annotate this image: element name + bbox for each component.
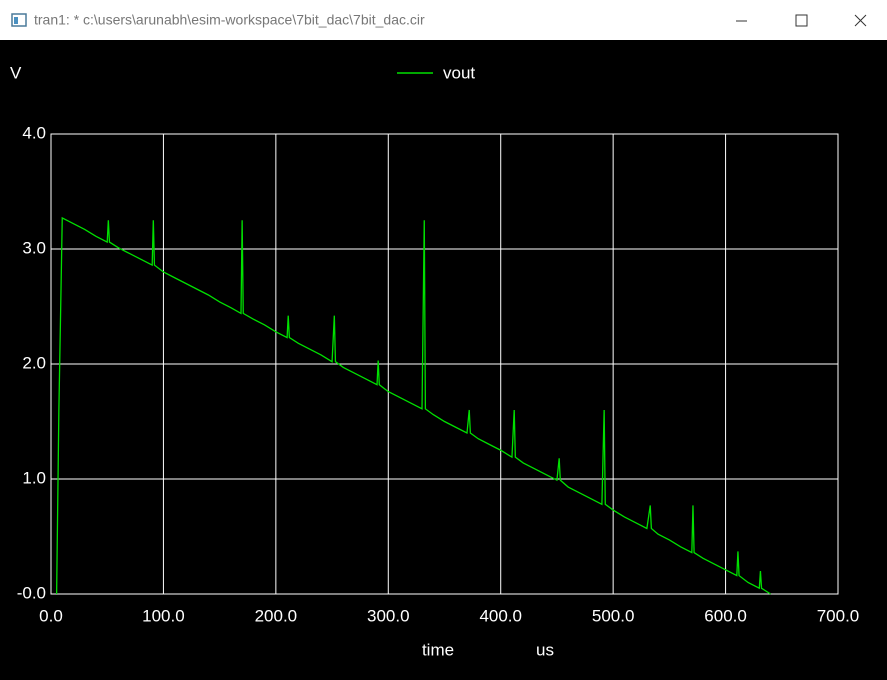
title-bar-bg: [0, 0, 887, 40]
x-tick-label: 700.0: [817, 606, 860, 625]
window-title: tran1: * c:\users\arunabh\esim-workspace…: [34, 12, 425, 28]
legend-label: vout: [443, 63, 475, 82]
x-axis-unit: us: [536, 640, 554, 659]
y-tick-label: 3.0: [22, 238, 46, 257]
y-tick-label: 2.0: [22, 353, 46, 372]
x-tick-label: 500.0: [592, 606, 635, 625]
series-line: [55, 216, 771, 595]
x-axis-label: time: [422, 640, 454, 659]
y-tick-label: 4.0: [22, 123, 46, 142]
x-tick-label: 300.0: [367, 606, 410, 625]
x-tick-label: 600.0: [704, 606, 747, 625]
x-tick-label: 200.0: [255, 606, 298, 625]
app-icon-part: [14, 17, 18, 24]
x-tick-label: 400.0: [479, 606, 522, 625]
title-bar: tran1: * c:\users\arunabh\esim-workspace…: [0, 0, 887, 40]
maximize-button[interactable]: [795, 14, 808, 27]
y-tick-label: 1.0: [22, 468, 46, 487]
y-axis-label: V: [10, 63, 22, 82]
close-button[interactable]: [854, 14, 867, 27]
x-tick-label: 0.0: [39, 606, 63, 625]
y-tick-label: -0.0: [17, 583, 46, 602]
x-tick-label: 100.0: [142, 606, 185, 625]
